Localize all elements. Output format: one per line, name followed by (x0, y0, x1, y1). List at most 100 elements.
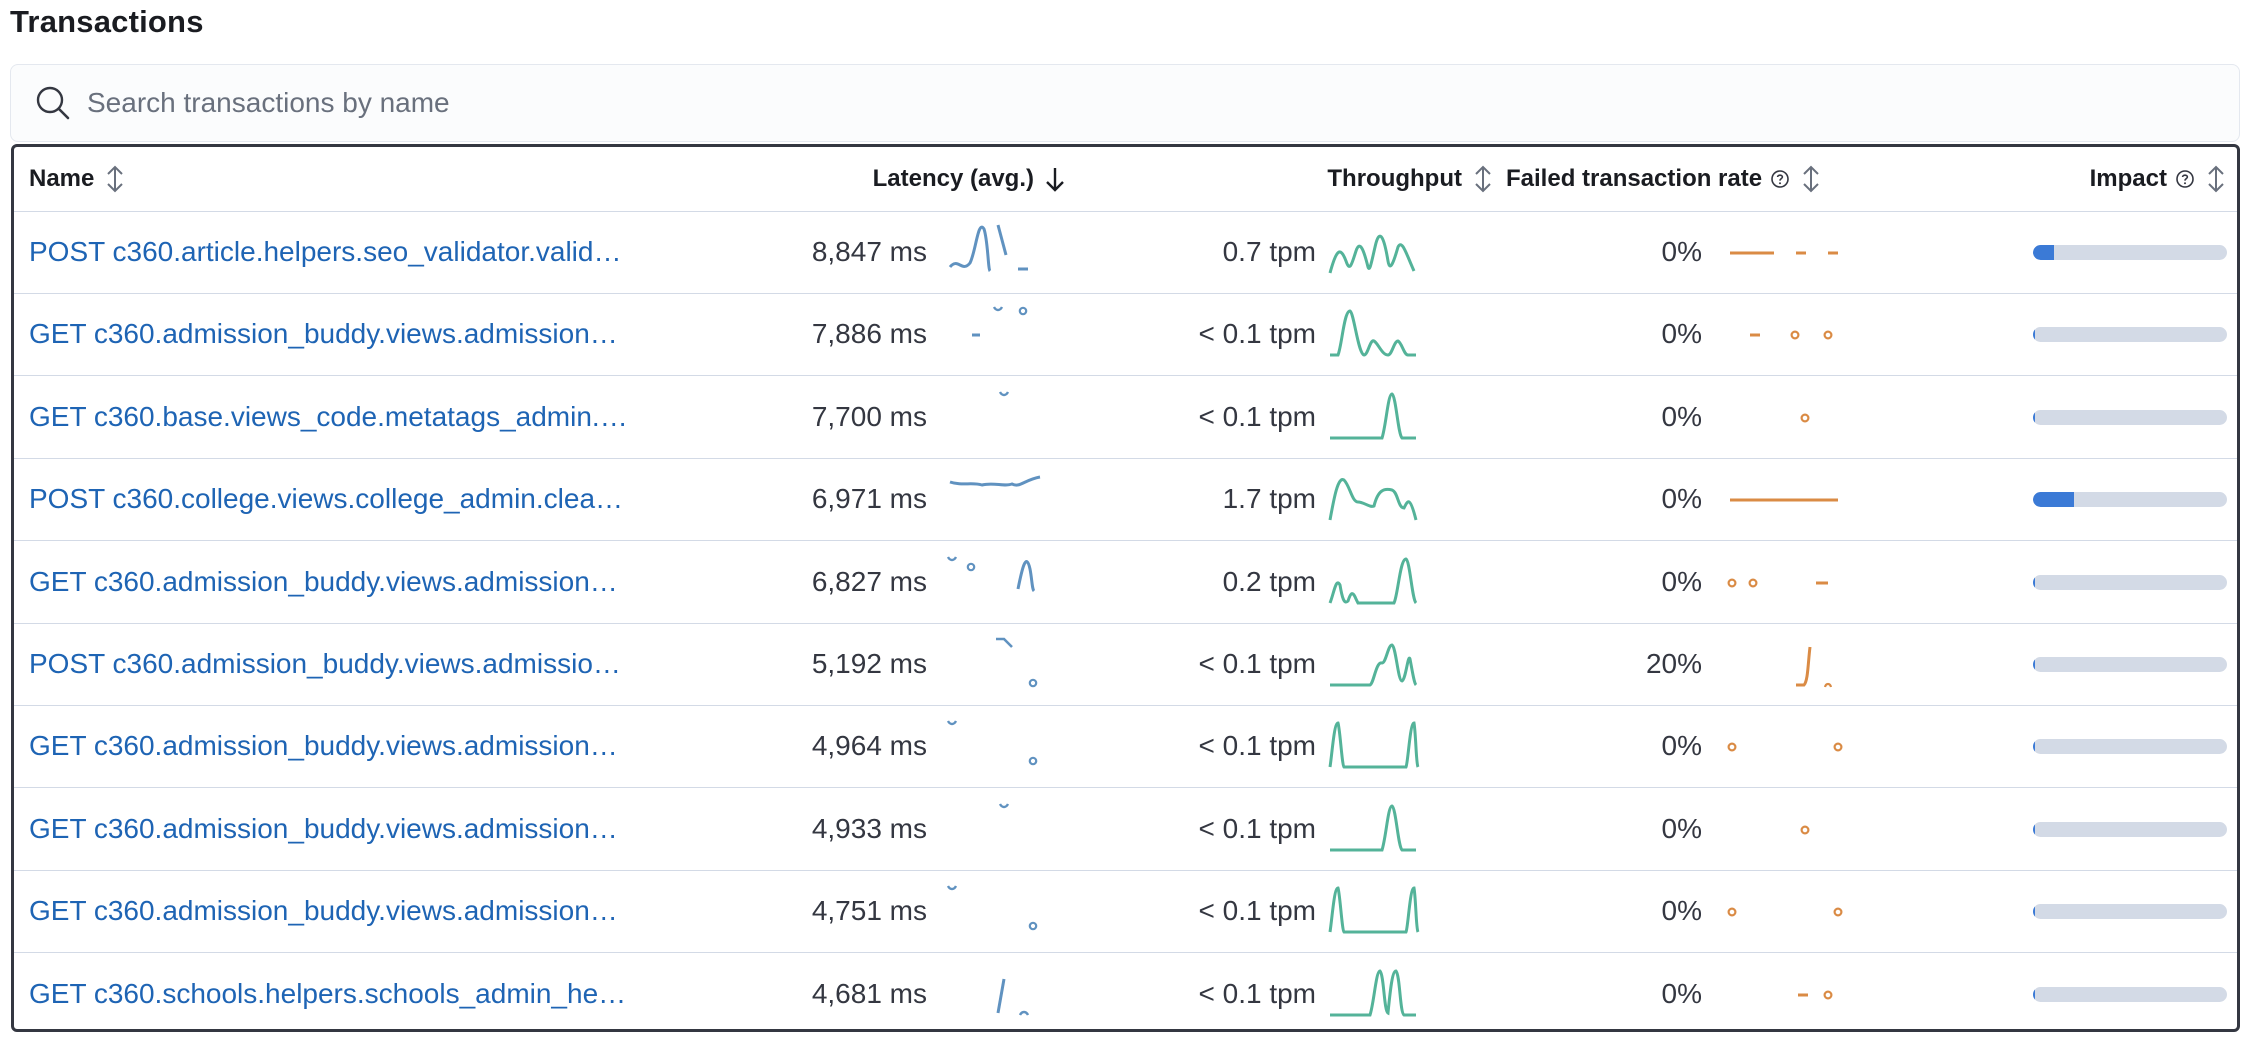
table-row: GET c360.base.views_code.metatags_admin.… (14, 376, 2237, 459)
throughput-sparkline (1328, 886, 1420, 934)
failed-rate-value: 0% (1661, 812, 1702, 844)
failed-rate-sparkline (1798, 990, 1833, 1000)
table-row: POST c360.article.helpers.seo_validator.… (14, 211, 2237, 294)
search-input[interactable]: Search transactions by name (87, 87, 450, 118)
sort-icon[interactable] (1800, 165, 1822, 193)
sort-descending-icon[interactable] (1044, 165, 1066, 193)
latency-value: 4,681 ms (811, 977, 927, 1009)
failed-rate-value: 0% (1661, 895, 1702, 927)
transaction-link[interactable]: POST c360.college.views.college_admin.cl… (29, 483, 624, 515)
latency-value: 4,933 ms (811, 812, 927, 844)
sort-icon[interactable] (1472, 165, 1494, 193)
column-header-name[interactable]: Name (29, 147, 126, 211)
throughput-value: < 0.1 tpm (1198, 895, 1316, 927)
latency-value: 4,964 ms (811, 730, 927, 762)
table-row: GET c360.admission_buddy.views.admission… (14, 870, 2237, 954)
impact-bar (2033, 657, 2227, 672)
transaction-name-cell: GET c360.schools.helpers.schools_admin_h… (29, 953, 679, 1029)
transaction-link[interactable]: POST c360.article.helpers.seo_validator.… (29, 236, 622, 267)
impact-bar (2033, 574, 2227, 590)
latency-value: 7,886 ms (811, 318, 927, 350)
impact-bar (2033, 245, 2227, 260)
latency-value: 4,751 ms (811, 895, 927, 927)
impact-bar (2033, 739, 2227, 755)
latency-sparkline (996, 978, 1030, 1016)
page-title: Transactions (10, 4, 204, 39)
failed-rate-sparkline (1796, 646, 1833, 688)
latency-sparkline (998, 803, 1010, 808)
transaction-link[interactable]: GET c360.admission_buddy.views.admission… (29, 730, 618, 762)
search-bar[interactable]: Search transactions by name (10, 64, 2240, 142)
table-row: POST c360.college.views.college_admin.cl… (14, 458, 2237, 542)
sort-icon[interactable] (2205, 165, 2227, 193)
column-header-impact-label: Impact (2089, 165, 2167, 192)
impact-bar (2033, 904, 2227, 920)
transaction-name-cell: GET c360.base.views_code.metatags_admin.… (29, 376, 679, 458)
table-row: GET c360.admission_buddy.views.admission… (14, 788, 2237, 871)
transactions-table: Name Latency (avg.) Throughput Failed tr… (11, 144, 2240, 1032)
throughput-sparkline (1330, 392, 1416, 440)
latency-value: 8,847 ms (811, 236, 927, 267)
transaction-link[interactable]: GET c360.schools.helpers.schools_admin_h… (29, 977, 627, 1009)
transaction-link[interactable]: GET c360.admission_buddy.views.admission… (29, 318, 618, 350)
latency-sparkline (946, 885, 1038, 931)
transaction-name-cell: POST c360.college.views.college_admin.cl… (29, 458, 679, 540)
latency-sparkline (946, 720, 1038, 766)
transaction-link[interactable]: GET c360.admission_buddy.views.admission… (29, 565, 618, 597)
table-row: GET c360.schools.helpers.schools_admin_h… (14, 953, 2237, 1029)
latency-sparkline (972, 306, 1028, 337)
question-icon[interactable] (1770, 169, 1790, 189)
failed-rate-value: 0% (1661, 236, 1702, 267)
throughput-sparkline (1328, 478, 1418, 521)
transaction-link[interactable]: GET c360.admission_buddy.views.admission… (29, 812, 618, 844)
column-header-impact[interactable]: Impact (1914, 147, 2227, 211)
latency-sparkline (946, 555, 1036, 592)
throughput-sparkline (1330, 969, 1416, 1017)
failed-rate-sparkline (1727, 907, 1843, 917)
transaction-name-cell: GET c360.admission_buddy.views.admission… (29, 541, 679, 623)
table-row: GET c360.admission_buddy.views.admission… (14, 293, 2237, 377)
impact-bar (2033, 492, 2227, 508)
throughput-sparkline (1330, 643, 1418, 687)
impact-bar-fill (2033, 904, 2036, 920)
latency-value: 5,192 ms (811, 648, 927, 679)
column-header-latency-label: Latency (avg.) (872, 165, 1034, 192)
throughput-value: 0.7 tpm (1222, 236, 1316, 267)
impact-bar (2033, 409, 2227, 425)
column-header-latency[interactable]: Latency (avg.) (714, 147, 1066, 211)
transaction-link[interactable]: POST c360.admission_buddy.views.admissio… (29, 648, 621, 679)
table-row: GET c360.admission_buddy.views.admission… (14, 705, 2237, 789)
throughput-value: < 0.1 tpm (1198, 400, 1316, 432)
impact-bar-fill (2033, 245, 2055, 260)
failed-rate-value: 0% (1661, 400, 1702, 432)
column-header-name-label: Name (29, 165, 95, 192)
impact-bar-fill (2033, 409, 2036, 425)
transaction-link[interactable]: GET c360.admission_buddy.views.admission… (29, 895, 618, 927)
failed-rate-value: 0% (1661, 565, 1702, 597)
column-header-throughput[interactable]: Throughput (1114, 147, 1494, 211)
throughput-value: < 0.1 tpm (1198, 730, 1316, 762)
transaction-name-cell: POST c360.article.helpers.seo_validator.… (29, 211, 679, 293)
latency-sparkline (996, 637, 1038, 688)
throughput-sparkline (1330, 309, 1416, 357)
throughput-value: < 0.1 tpm (1198, 648, 1316, 679)
failed-rate-sparkline (1750, 330, 1833, 340)
impact-bar-fill (2033, 986, 2036, 1002)
failed-rate-sparkline (1727, 742, 1843, 752)
throughput-value: < 0.1 tpm (1198, 977, 1316, 1009)
table-row: GET c360.admission_buddy.views.admission… (14, 541, 2237, 624)
question-icon[interactable] (2175, 169, 2195, 189)
failed-rate-value: 0% (1661, 977, 1702, 1009)
latency-sparkline (948, 224, 1028, 273)
failed-rate-sparkline (1730, 251, 1838, 255)
failed-rate-value: 0% (1661, 318, 1702, 350)
impact-bar-fill (2033, 327, 2036, 343)
sort-icon[interactable] (104, 165, 126, 193)
column-header-failed-rate[interactable]: Failed transaction rate (1506, 147, 1822, 211)
transaction-link[interactable]: GET c360.base.views_code.metatags_admin.… (29, 400, 628, 432)
impact-bar (2033, 327, 2227, 343)
failed-rate-sparkline (1730, 498, 1838, 502)
transaction-name-cell: GET c360.admission_buddy.views.admission… (29, 870, 679, 952)
impact-bar-fill (2033, 739, 2036, 755)
transaction-name-cell: GET c360.admission_buddy.views.admission… (29, 293, 679, 375)
